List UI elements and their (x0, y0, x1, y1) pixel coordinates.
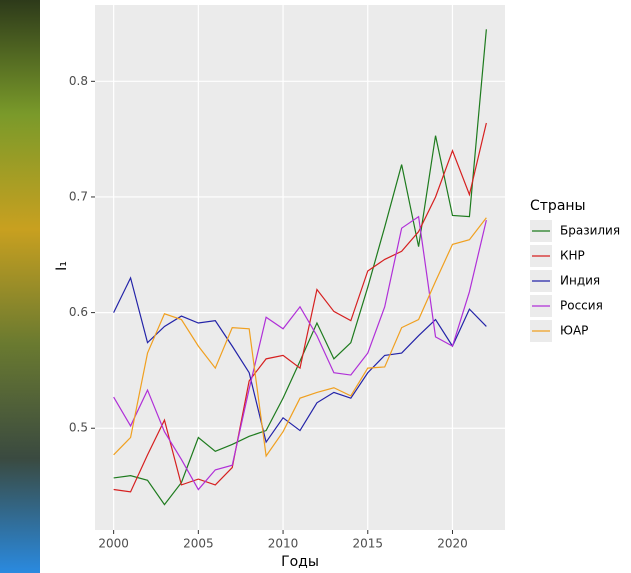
legend-label: Бразилия (560, 224, 620, 238)
y-tick-label: 0.5 (69, 421, 88, 435)
legend-label: Индия (560, 274, 600, 288)
x-tick-label: 2005 (183, 537, 214, 551)
x-tick-label: 2015 (352, 537, 383, 551)
y-tick-label: 0.7 (69, 189, 88, 203)
legend-label: Россия (560, 299, 603, 313)
y-axis-title: I₁ (54, 261, 70, 271)
chart: Годы I₁ Страны 0.5 0.6 0.7 0.8 2000 2005 2010 2… (0, 0, 631, 573)
x-tick-label: 2010 (268, 537, 299, 551)
legend-label: КНР (560, 249, 585, 263)
x-tick-label: 2020 (437, 537, 468, 551)
background-photo (0, 0, 40, 573)
x-axis-title: Годы (281, 554, 319, 570)
legend-label: ЮАР (560, 324, 588, 338)
x-tick-label: 2000 (98, 537, 129, 551)
legend-title: Страны (530, 198, 586, 214)
plot-panel (95, 5, 505, 530)
y-tick-label: 0.6 (69, 305, 88, 319)
y-tick-label: 0.8 (69, 74, 88, 88)
